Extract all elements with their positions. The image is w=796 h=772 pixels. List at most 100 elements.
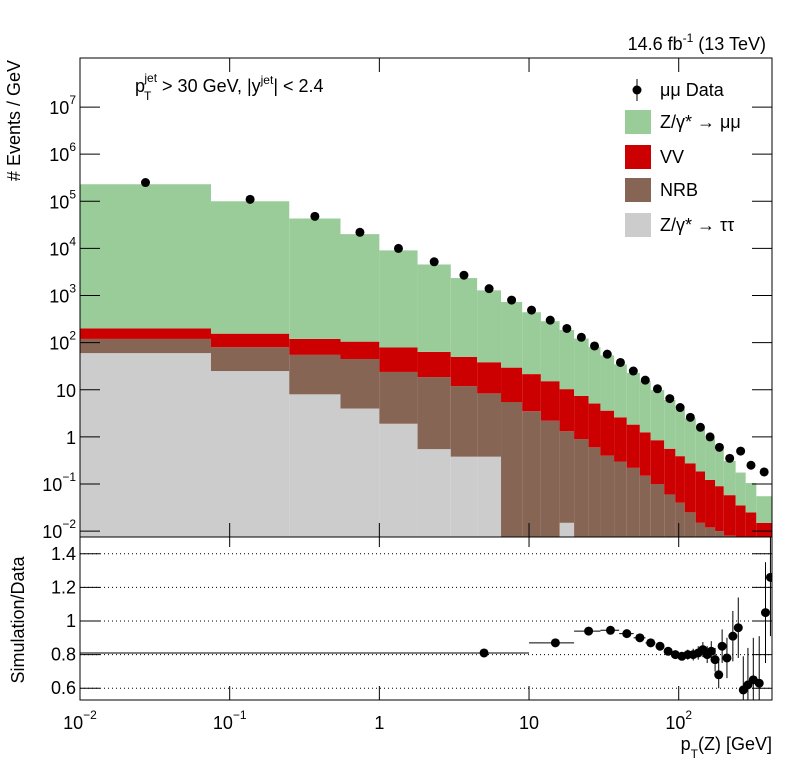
x-tick-label-exp: 2 [685, 708, 692, 722]
y-tick-label-exp: 2 [69, 329, 76, 343]
data-point [459, 270, 469, 280]
x-tick-label-exp: −2 [83, 708, 97, 722]
ratio-point [584, 626, 594, 636]
x-label-part: (Z) [GeV] [698, 734, 772, 754]
histogram-bar [559, 389, 575, 432]
histogram-bar [417, 264, 451, 352]
data-point [507, 295, 517, 305]
histogram-bar [450, 456, 478, 537]
data-point [736, 446, 746, 456]
ratio-point [646, 638, 656, 648]
histogram-bar [559, 431, 575, 523]
histogram-bar [477, 393, 502, 457]
histogram-bar [417, 351, 451, 378]
histogram-bar [650, 483, 665, 537]
data-point [429, 257, 439, 267]
ratio-point [622, 629, 632, 639]
histogram-bar [417, 449, 451, 537]
y-tick-label: 103 [49, 282, 76, 307]
data-point [140, 178, 150, 188]
histogram-bar [723, 535, 736, 537]
histogram-bar [705, 479, 716, 528]
x-label-part: T [691, 747, 699, 761]
y-tick-label: 0.8 [51, 644, 76, 664]
y-tick-label-base: 10 [42, 522, 62, 542]
histogram-bar [80, 338, 211, 354]
ratio-point [710, 655, 720, 665]
lumi-label: 14.6 fb-1 (13 TeV) [628, 31, 766, 54]
cut-part: | < 2.4 [273, 76, 323, 96]
legend-label: Z/γ* → μμ [660, 112, 741, 132]
histogram-bar [588, 447, 601, 537]
histogram-bar [626, 424, 640, 468]
lumi-value: 14.6 fb [628, 34, 683, 54]
histogram-bar [735, 472, 746, 506]
legend-label: μμ Data [660, 80, 725, 100]
histogram-bar [417, 377, 451, 450]
data-point [602, 349, 612, 359]
histogram-bar [650, 440, 665, 484]
histogram-bar [695, 522, 706, 537]
ratio-point [733, 623, 743, 633]
histogram-bar [80, 353, 211, 537]
legend-swatch [625, 213, 651, 237]
y-tick-label-exp: −2 [62, 517, 76, 531]
lumi-energy: (13 TeV) [693, 34, 766, 54]
data-point [545, 315, 555, 325]
data-point [576, 332, 586, 342]
data-point [759, 467, 769, 477]
data-point [527, 305, 537, 315]
histogram-bar [675, 409, 685, 457]
histogram-bar [715, 486, 724, 532]
x-tick-label-base: 10 [63, 713, 83, 733]
histogram-bar [340, 234, 380, 342]
y-tick-label-base: 10 [56, 381, 76, 401]
histogram-bar [501, 301, 523, 368]
histogram-bar [540, 381, 560, 421]
histogram-bar [574, 338, 589, 396]
y-tick-label: 107 [49, 93, 76, 118]
x-tick-label: 10−2 [63, 708, 97, 733]
histogram-bar [745, 512, 757, 537]
legend-swatch [625, 110, 651, 134]
legend-swatch [625, 178, 651, 202]
ratio-pad [80, 537, 772, 700]
lumi-exp: -1 [683, 31, 694, 45]
histogram-bar [540, 420, 560, 537]
histogram-bar [695, 428, 706, 472]
ratio-point [722, 653, 732, 663]
data-point [245, 194, 255, 204]
y-tick-label: 1.4 [51, 544, 76, 564]
histogram-bar [705, 438, 716, 480]
ratio-point [706, 646, 716, 656]
histogram-bar [210, 333, 290, 348]
y-tick-label-exp: 3 [69, 282, 76, 296]
x-tick-label-base: 10 [213, 713, 233, 733]
histogram-bar [684, 418, 696, 464]
y-tick-label-base: 10 [49, 333, 69, 353]
y-tick-label: 10−2 [42, 517, 76, 542]
data-point [393, 243, 403, 253]
y-tick-label-exp: 6 [69, 140, 76, 154]
histogram-bar [675, 502, 685, 537]
histogram-bar [600, 410, 615, 456]
x-tick-label: 10−1 [213, 708, 247, 733]
data-point [665, 394, 675, 404]
histogram-bar [379, 371, 418, 424]
histogram-bar [340, 358, 380, 409]
ratio-point [635, 633, 645, 643]
y-tick-label-base: 1 [66, 611, 76, 631]
histogram-bar [559, 522, 575, 537]
y-tick-label-exp: −1 [62, 470, 76, 484]
histogram-bar [756, 522, 772, 537]
histogram-bar [639, 381, 651, 433]
histogram-bar [522, 374, 541, 412]
histogram-bar [559, 330, 575, 390]
data-point [725, 453, 735, 463]
data-point [562, 323, 572, 333]
ratio-point [765, 572, 772, 582]
histogram-bar [210, 371, 290, 537]
histogram-bar [588, 347, 601, 404]
histogram-bar [450, 356, 478, 387]
